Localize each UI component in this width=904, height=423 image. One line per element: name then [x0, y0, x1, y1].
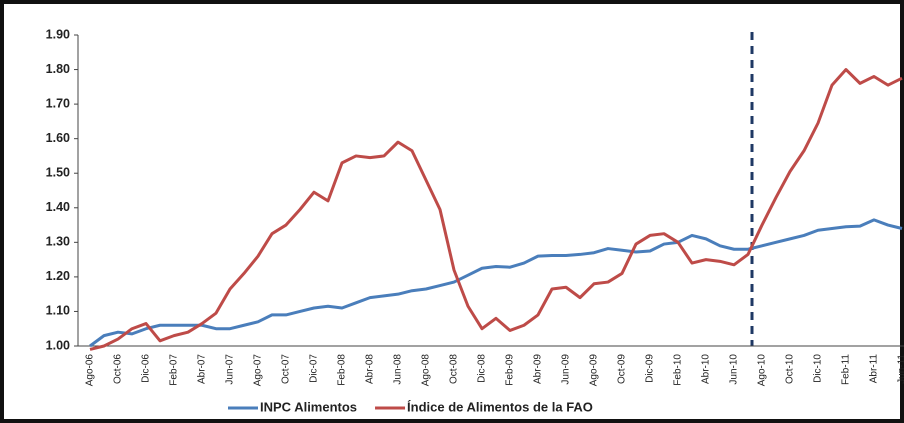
x-tick-label: Oct-07	[281, 354, 292, 384]
x-tick-label: Feb-09	[505, 354, 516, 386]
x-tick-label: Dic-08	[477, 354, 488, 383]
y-tick-label: 1.00	[46, 338, 70, 352]
x-tick-label: Jun-11	[897, 354, 904, 384]
y-tick-label: 1.90	[46, 27, 70, 41]
x-tick-label: Ago-08	[421, 354, 432, 387]
series-line	[89, 68, 903, 351]
x-tick-label: Oct-09	[617, 354, 628, 384]
x-tick-label: Abr-11	[869, 354, 880, 384]
x-tick-label: Dic-07	[309, 354, 320, 383]
x-tick-label: Abr-10	[701, 354, 712, 384]
series-line	[89, 218, 903, 348]
y-tick-label: 1.80	[46, 62, 70, 76]
x-tick-label: Jun-08	[393, 354, 404, 385]
y-tick-label: 1.50	[46, 166, 70, 180]
legend-label: Índice de Alimentos de la FAO	[407, 399, 593, 414]
x-tick-label: Jun-07	[225, 354, 236, 385]
x-tick-label: Oct-08	[449, 354, 460, 384]
y-tick-label: 1.10	[46, 304, 70, 318]
x-tick-label: Ago-07	[253, 354, 264, 387]
x-tick-label: Ago-10	[757, 354, 768, 387]
y-tick-label: 1.30	[46, 235, 70, 249]
y-tick-label: 1.20	[46, 269, 70, 283]
x-tick-label: Jun-09	[561, 354, 572, 385]
y-tick-label: 1.60	[46, 131, 70, 145]
y-tick-label: 1.40	[46, 200, 70, 214]
x-tick-label: Feb-10	[673, 354, 684, 386]
x-tick-label: Feb-11	[841, 354, 852, 385]
x-tick-label: Jun-10	[729, 354, 740, 385]
x-tick-label: Oct-06	[113, 354, 124, 384]
x-tick-label: Ago-09	[589, 354, 600, 387]
x-tick-label: Feb-07	[169, 354, 180, 386]
x-tick-label: Dic-09	[645, 354, 656, 383]
y-tick-label: 1.70	[46, 96, 70, 110]
x-tick-label: Dic-10	[813, 354, 824, 383]
x-tick-label: Abr-07	[197, 354, 208, 384]
x-tick-label: Ago-06	[85, 354, 96, 387]
x-tick-label: Feb-08	[337, 354, 348, 386]
x-tick-label: Oct-10	[785, 354, 796, 384]
x-tick-label: Abr-09	[533, 354, 544, 384]
x-tick-label: Dic-06	[141, 354, 152, 383]
legend-label: INPC Alimentos	[260, 399, 357, 414]
x-tick-label: Abr-08	[365, 354, 376, 384]
